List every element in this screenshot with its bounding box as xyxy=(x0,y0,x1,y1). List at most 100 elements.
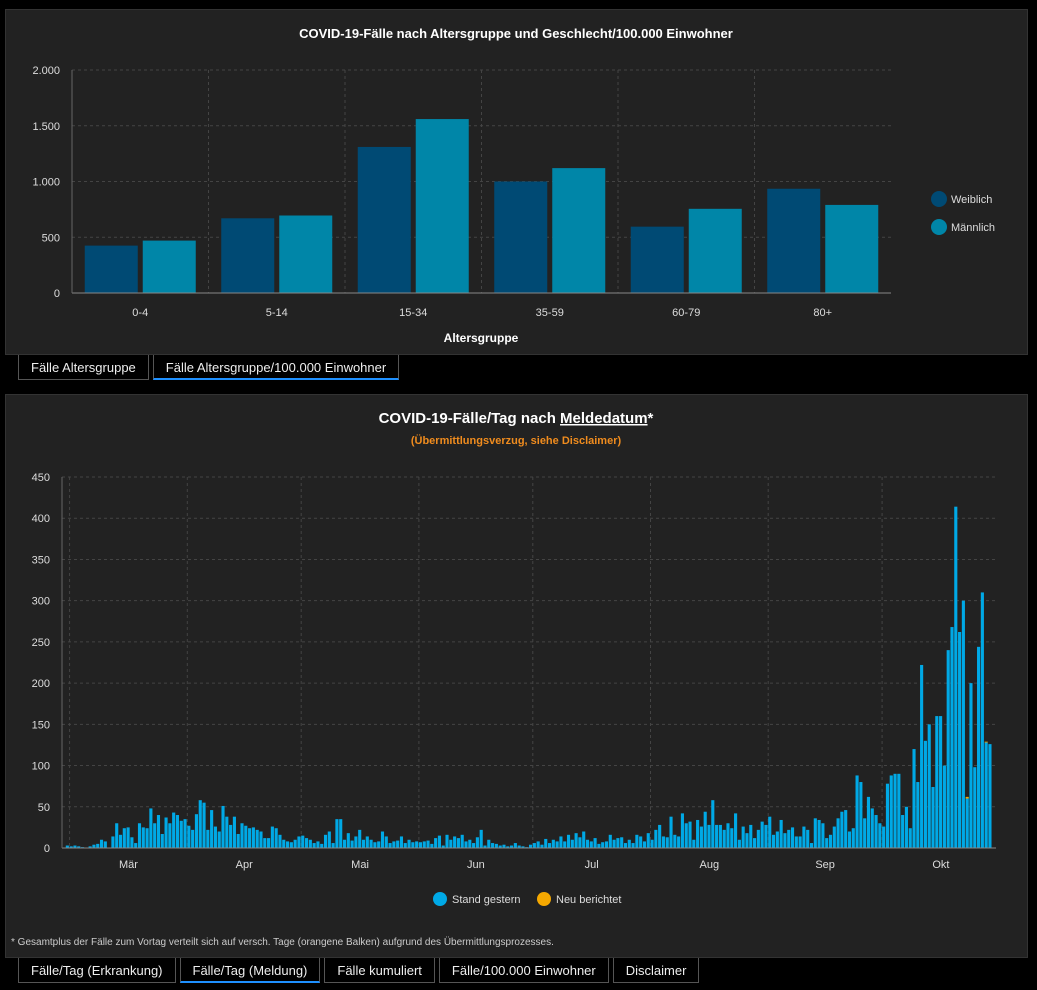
bar-stand-day-66 xyxy=(316,841,320,848)
bar-stand-day-161 xyxy=(677,836,681,848)
bar-stand-day-234 xyxy=(954,506,958,848)
bar-stand-day-37 xyxy=(206,829,210,848)
bar-männlich-0-4 xyxy=(142,240,196,293)
chart2-month-label: Aug xyxy=(700,859,720,871)
bar-stand-day-39 xyxy=(213,826,217,848)
bar-stand-day-95 xyxy=(426,840,430,848)
bar-stand-day-177 xyxy=(737,839,741,848)
bar-stand-day-217 xyxy=(889,775,893,848)
bar-männlich-60-79 xyxy=(688,208,742,293)
bar-stand-day-140 xyxy=(597,843,601,848)
bar-stand-day-135 xyxy=(578,837,582,848)
bar-stand-day-195 xyxy=(806,829,810,848)
footnote: * Gesamtplus der Fälle zum Vortag vertei… xyxy=(11,937,554,948)
bar-stand-day-201 xyxy=(828,834,833,848)
bar-stand-day-167 xyxy=(699,826,703,848)
bar-stand-day-228 xyxy=(931,786,935,848)
chart2-legend-swatch-1 xyxy=(537,892,551,906)
bar-stand-day-134 xyxy=(574,833,578,848)
bar-stand-day-24 xyxy=(156,815,161,848)
bar-stand-day-61 xyxy=(297,836,301,848)
chart2-ytick-label: 0 xyxy=(44,843,50,855)
bar-stand-day-78 xyxy=(361,839,366,848)
bar-stand-day-211 xyxy=(866,796,871,848)
bar-stand-day-181 xyxy=(753,838,757,848)
bar-stand-day-163 xyxy=(684,823,688,848)
bar-stand-day-238 xyxy=(969,683,973,848)
bar-stand-day-157 xyxy=(661,836,665,848)
bar-männlich-15-34 xyxy=(415,119,469,293)
bar-stand-day-148 xyxy=(627,839,631,848)
age-tab-1[interactable]: Fälle Altersgruppe/100.000 Einwohner xyxy=(152,355,400,380)
bar-stand-day-229 xyxy=(935,716,939,848)
bar-stand-day-44 xyxy=(232,816,236,848)
bar-stand-day-27 xyxy=(168,823,172,848)
bar-stand-day-120 xyxy=(521,846,525,848)
bar-stand-day-73 xyxy=(342,839,347,848)
chart1-xtick-label: 60-79 xyxy=(672,307,700,319)
chart1-title: COVID-19-Fälle nach Altersgruppe und Ges… xyxy=(299,26,733,41)
bar-stand-day-213 xyxy=(874,815,878,848)
bar-stand-day-108 xyxy=(475,837,479,848)
bar-stand-day-129 xyxy=(555,841,559,848)
bar-stand-day-76 xyxy=(354,836,358,848)
bar-stand-day-59 xyxy=(289,842,293,848)
chart2-legend-label-0: Stand gestern xyxy=(452,894,521,906)
bar-stand-day-156 xyxy=(658,824,662,848)
bar-stand-day-74 xyxy=(346,833,350,848)
bar-stand-day-143 xyxy=(608,834,612,848)
bar-stand-day-187 xyxy=(775,831,779,848)
bar-stand-day-20 xyxy=(141,827,145,848)
bar-stand-day-164 xyxy=(688,821,692,848)
daily-tab-0[interactable]: Fälle/Tag (Erkrankung) xyxy=(18,958,176,983)
bar-stand-day-117 xyxy=(510,845,514,848)
daily-tab-3[interactable]: Fälle/100.000 Einwohner xyxy=(438,958,609,983)
bar-stand-day-72 xyxy=(339,819,343,848)
bar-stand-day-196 xyxy=(809,843,814,848)
bar-stand-day-50 xyxy=(255,829,259,848)
bar-stand-day-172 xyxy=(718,824,722,848)
daily-tab-4[interactable]: Disclaimer xyxy=(612,958,700,983)
bar-stand-day-89 xyxy=(403,843,407,848)
bar-stand-day-115 xyxy=(502,844,506,848)
bar-stand-day-206 xyxy=(847,831,852,848)
bar-stand-day-33 xyxy=(191,829,195,848)
bar-stand-day-215 xyxy=(882,826,886,848)
chart2-ytick-label: 400 xyxy=(32,513,50,525)
bar-stand-day-188 xyxy=(779,819,783,848)
bar-männlich-35-59 xyxy=(552,168,606,293)
chart1-xtick-label: 35-59 xyxy=(536,307,564,319)
bar-stand-day-147 xyxy=(623,843,628,848)
bar-stand-day-225 xyxy=(920,664,924,848)
chart1-ytick-label: 2.000 xyxy=(32,65,60,77)
bar-stand-day-138 xyxy=(589,841,593,848)
bar-weiblich-60-79 xyxy=(630,226,684,293)
bar-stand-day-30 xyxy=(179,820,183,848)
bar-stand-day-41 xyxy=(221,805,225,848)
bar-stand-day-122 xyxy=(529,844,533,848)
bar-stand-day-127 xyxy=(547,843,552,848)
bar-stand-day-48 xyxy=(248,828,252,848)
bar-stand-day-42 xyxy=(225,816,229,848)
bar-stand-day-182 xyxy=(756,829,760,848)
bar-stand-day-123 xyxy=(532,843,536,848)
daily-tab-2[interactable]: Fälle kumuliert xyxy=(324,958,435,983)
bar-stand-day-75 xyxy=(350,840,354,848)
bar-stand-day-84 xyxy=(384,836,388,848)
chart2-ytick-label: 100 xyxy=(32,761,50,773)
bar-stand-day-146 xyxy=(620,837,624,848)
bar-stand-day-17 xyxy=(130,837,134,848)
bar-stand-day-113 xyxy=(494,843,498,848)
bar-stand-day-55 xyxy=(274,828,278,848)
bar-stand-day-194 xyxy=(802,826,806,848)
bar-stand-day-192 xyxy=(794,836,798,848)
bar-stand-day-144 xyxy=(612,839,616,848)
bar-stand-day-197 xyxy=(813,818,817,848)
bar-stand-day-190 xyxy=(787,829,791,848)
bar-stand-day-70 xyxy=(331,843,335,848)
bar-stand-day-133 xyxy=(570,839,574,848)
bar-stand-day-237 xyxy=(965,798,969,848)
daily-tab-1[interactable]: Fälle/Tag (Meldung) xyxy=(179,958,321,983)
age-tab-0[interactable]: Fälle Altersgruppe xyxy=(18,355,149,380)
bar-stand-day-176 xyxy=(734,813,738,848)
